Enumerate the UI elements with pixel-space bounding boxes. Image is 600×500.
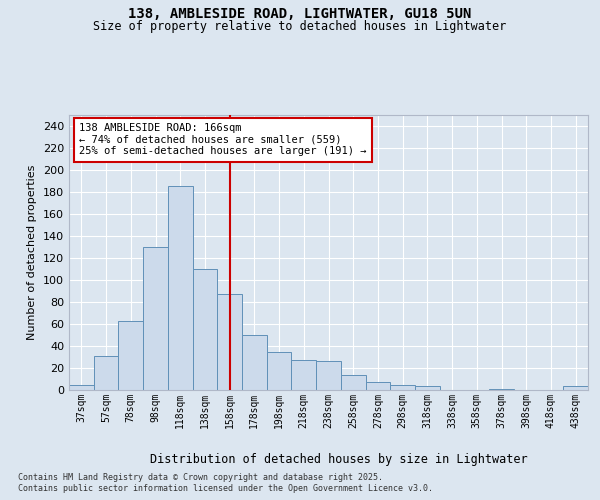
Y-axis label: Number of detached properties: Number of detached properties [28,165,37,340]
Bar [390,384,415,390]
Bar [94,356,118,390]
Text: Distribution of detached houses by size in Lightwater: Distribution of detached houses by size … [150,452,528,466]
Text: Contains public sector information licensed under the Open Government Licence v3: Contains public sector information licen… [18,484,433,493]
Text: 138 AMBLESIDE ROAD: 166sqm
← 74% of detached houses are smaller (559)
25% of sem: 138 AMBLESIDE ROAD: 166sqm ← 74% of deta… [79,123,367,156]
Text: Contains HM Land Registry data © Crown copyright and database right 2025.: Contains HM Land Registry data © Crown c… [18,472,383,482]
Bar [316,362,341,390]
Bar [415,386,440,390]
Text: Size of property relative to detached houses in Lightwater: Size of property relative to detached ho… [94,20,506,33]
Bar [242,335,267,390]
Bar [118,320,143,390]
Bar [489,389,514,390]
Bar [193,269,217,390]
Bar [217,294,242,390]
Bar [69,384,94,390]
Bar [292,360,316,390]
Bar [168,186,193,390]
Text: 138, AMBLESIDE ROAD, LIGHTWATER, GU18 5UN: 138, AMBLESIDE ROAD, LIGHTWATER, GU18 5U… [128,8,472,22]
Bar [143,247,168,390]
Bar [341,374,365,390]
Bar [365,382,390,390]
Bar [563,386,588,390]
Bar [267,352,292,390]
